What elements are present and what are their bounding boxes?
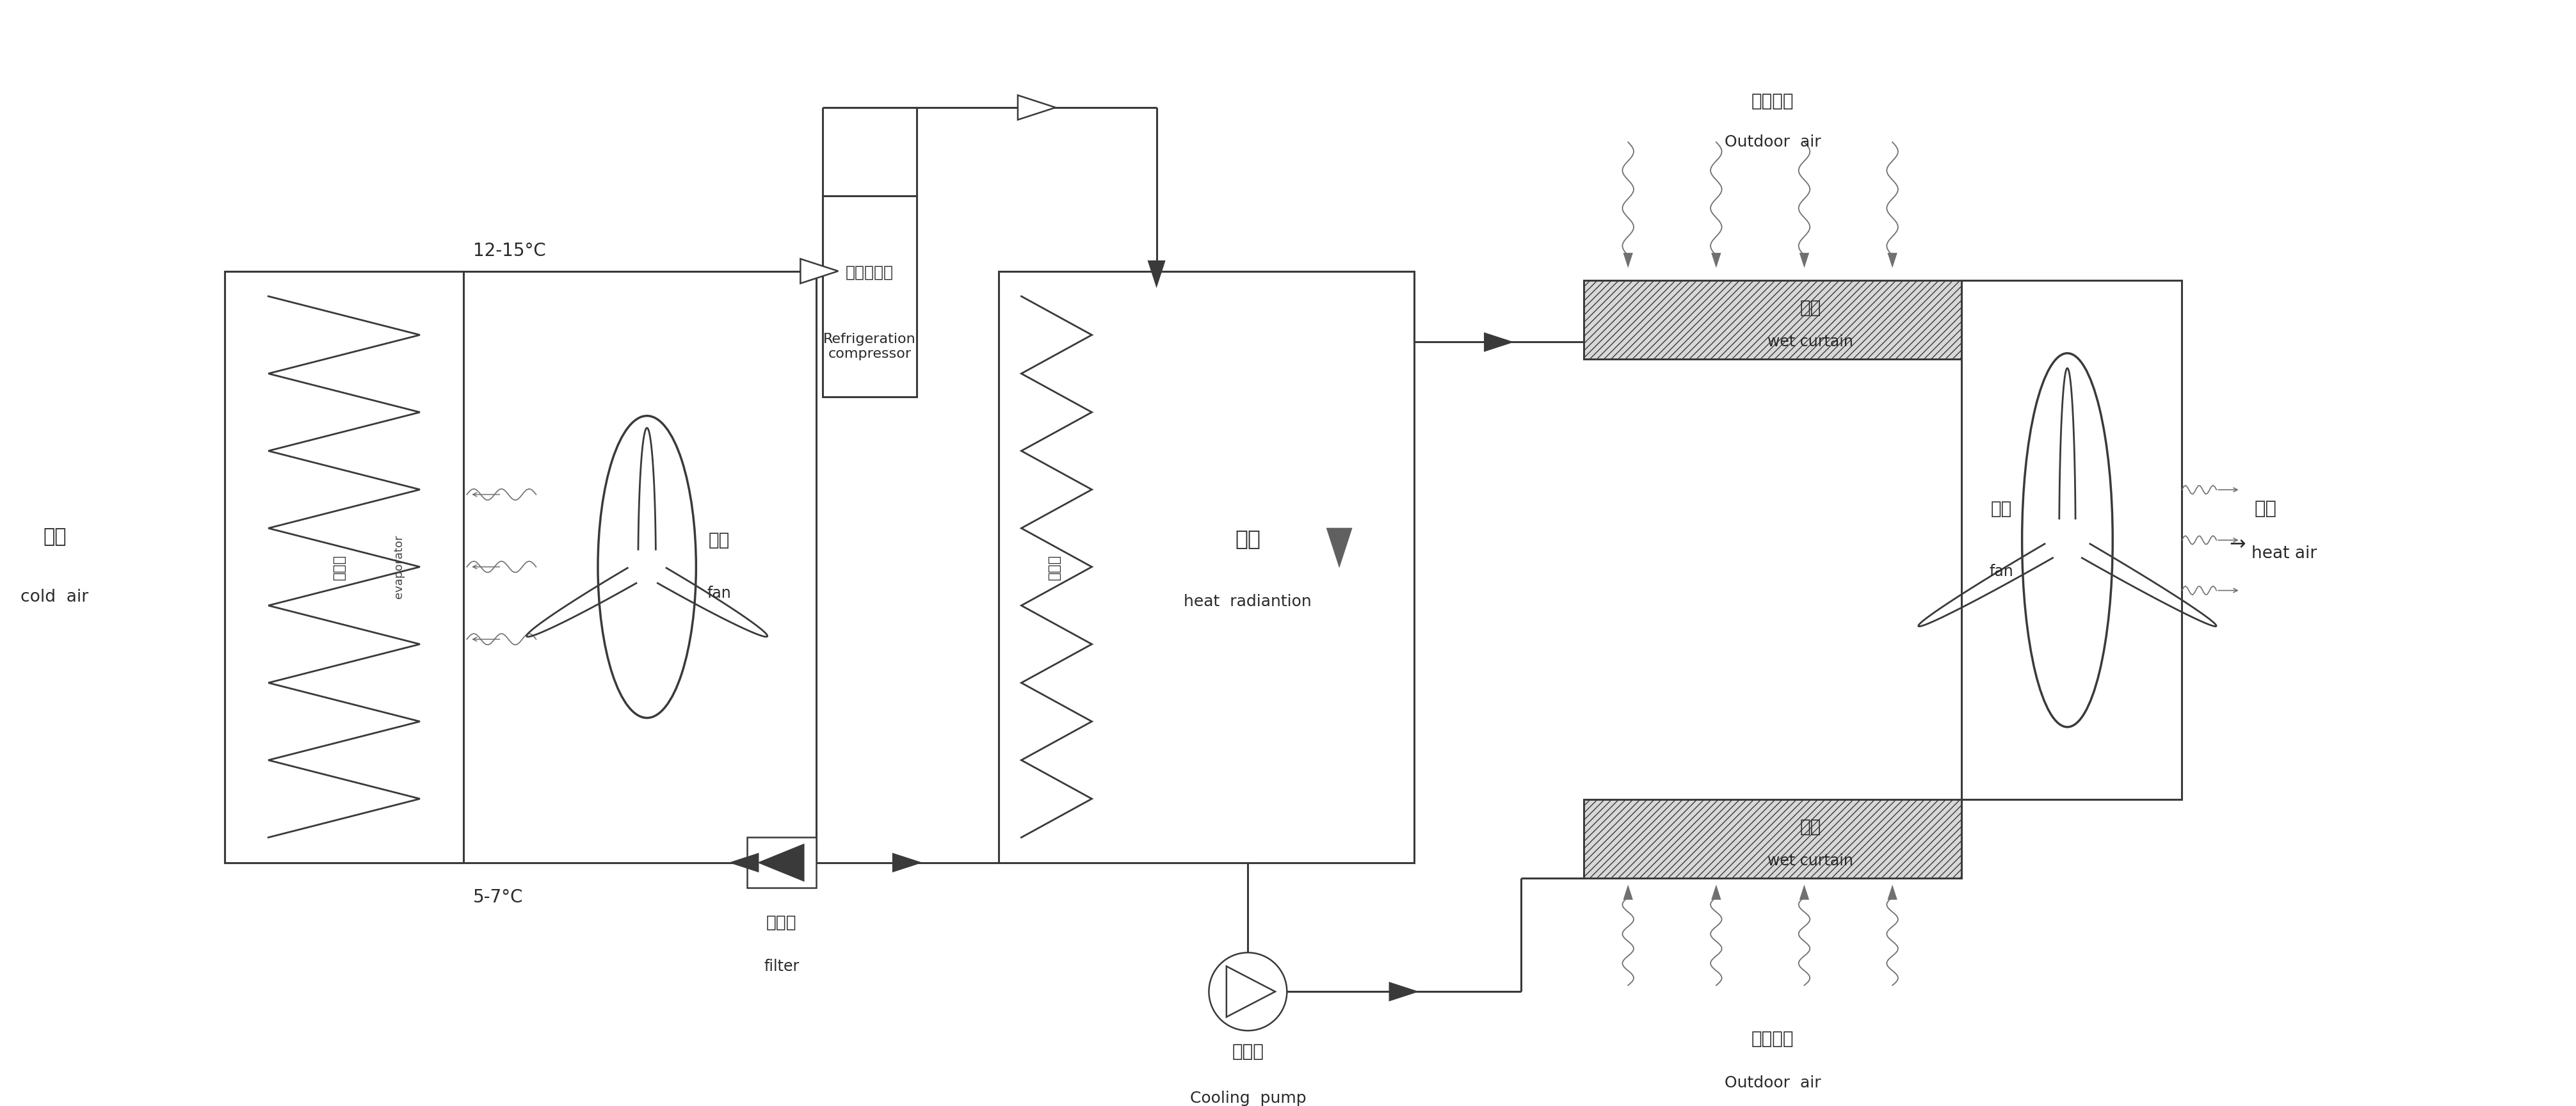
Bar bbox=[1584, 800, 1960, 878]
Text: 5-7°C: 5-7°C bbox=[474, 888, 523, 906]
Text: evaporator: evaporator bbox=[394, 535, 404, 598]
Text: 过滤器: 过滤器 bbox=[765, 914, 796, 931]
Text: cold  air: cold air bbox=[21, 588, 88, 605]
Text: 风机: 风机 bbox=[708, 532, 729, 550]
Polygon shape bbox=[1327, 528, 1352, 568]
Polygon shape bbox=[1710, 885, 1721, 900]
Polygon shape bbox=[1018, 95, 1056, 119]
Polygon shape bbox=[891, 853, 922, 873]
Text: 热气: 热气 bbox=[2254, 500, 2277, 518]
Polygon shape bbox=[1623, 885, 1633, 900]
Text: wet curtain: wet curtain bbox=[1767, 334, 1852, 349]
Bar bbox=[999, 271, 1414, 863]
Text: Cooling  pump: Cooling pump bbox=[1190, 1091, 1306, 1106]
Polygon shape bbox=[729, 853, 760, 873]
Text: heat  radiantion: heat radiantion bbox=[1185, 594, 1311, 609]
Polygon shape bbox=[1146, 260, 1164, 288]
Polygon shape bbox=[1888, 253, 1899, 268]
Bar bbox=[224, 271, 817, 863]
Text: 冷气: 冷气 bbox=[44, 528, 67, 546]
Text: →: → bbox=[2228, 535, 2246, 553]
Text: Refrigeration
compressor: Refrigeration compressor bbox=[824, 333, 917, 361]
Text: Outdoor  air: Outdoor air bbox=[1723, 1075, 1821, 1091]
Text: fan: fan bbox=[1989, 564, 2014, 580]
Bar bbox=[1584, 281, 1960, 359]
Bar bbox=[1584, 281, 1960, 359]
Text: 室外空气: 室外空气 bbox=[1752, 1030, 1793, 1047]
Polygon shape bbox=[1801, 253, 1808, 268]
Text: 散热: 散热 bbox=[1234, 528, 1260, 549]
Polygon shape bbox=[1888, 885, 1899, 900]
Polygon shape bbox=[1388, 982, 1419, 1001]
Polygon shape bbox=[757, 844, 804, 881]
Text: wet curtain: wet curtain bbox=[1767, 854, 1852, 868]
Bar bbox=[822, 196, 917, 397]
Text: heat air: heat air bbox=[2251, 545, 2316, 562]
Text: filter: filter bbox=[765, 959, 799, 974]
Bar bbox=[747, 837, 817, 888]
Text: 冷凝器: 冷凝器 bbox=[1048, 554, 1061, 580]
Bar bbox=[1584, 800, 1960, 878]
Text: 湿帘: 湿帘 bbox=[1801, 818, 1821, 836]
Polygon shape bbox=[1801, 885, 1808, 900]
Polygon shape bbox=[1710, 253, 1721, 268]
Text: 湿帘: 湿帘 bbox=[1801, 299, 1821, 317]
Polygon shape bbox=[801, 259, 837, 283]
Text: 制冷压缩机: 制冷压缩机 bbox=[845, 264, 894, 280]
Text: 12-15°C: 12-15°C bbox=[474, 242, 546, 260]
Text: 室外空气: 室外空气 bbox=[1752, 92, 1793, 111]
Text: Outdoor  air: Outdoor air bbox=[1723, 135, 1821, 149]
Text: 风机: 风机 bbox=[1991, 500, 2012, 518]
Bar bbox=[224, 271, 464, 863]
Text: 冷却泵: 冷却泵 bbox=[1231, 1043, 1265, 1061]
Polygon shape bbox=[1484, 332, 1515, 352]
Text: fan: fan bbox=[708, 585, 732, 601]
Bar bbox=[1960, 281, 2182, 800]
Text: 蒸发器: 蒸发器 bbox=[332, 554, 345, 580]
Polygon shape bbox=[1623, 253, 1633, 268]
